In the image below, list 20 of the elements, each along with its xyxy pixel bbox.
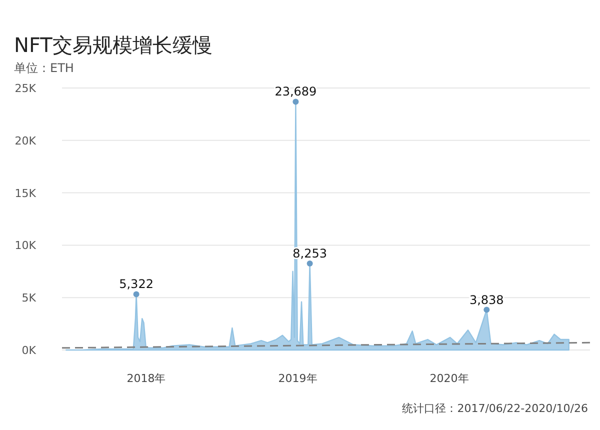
data-label: 23,689 xyxy=(274,84,317,99)
x-tick-label: 2019年 xyxy=(278,372,318,385)
point xyxy=(306,260,313,267)
point xyxy=(292,98,299,105)
data-label: 3,838 xyxy=(469,292,504,307)
y-tick-label: 5K xyxy=(22,292,37,305)
data-label: 5,322 xyxy=(119,277,154,292)
y-tick-label: 0K xyxy=(22,344,37,357)
chart-subtitle: 单位：ETH xyxy=(14,61,74,75)
x-tick-label: 2020年 xyxy=(430,372,469,385)
y-tick-label: 10K xyxy=(14,239,37,252)
data-label: 8,253 xyxy=(292,246,327,261)
y-tick-label: 15K xyxy=(14,186,37,200)
point xyxy=(484,306,490,313)
y-tick-label: 20K xyxy=(14,134,37,148)
chart-title: NFT交易规模增长缓慢 xyxy=(14,33,212,57)
text: 统计口径：2017/06/22-2020/10/26 xyxy=(402,402,588,415)
y-tick-label: 25K xyxy=(14,82,37,95)
point xyxy=(133,291,140,298)
x-tick-label: 2018年 xyxy=(126,372,166,385)
